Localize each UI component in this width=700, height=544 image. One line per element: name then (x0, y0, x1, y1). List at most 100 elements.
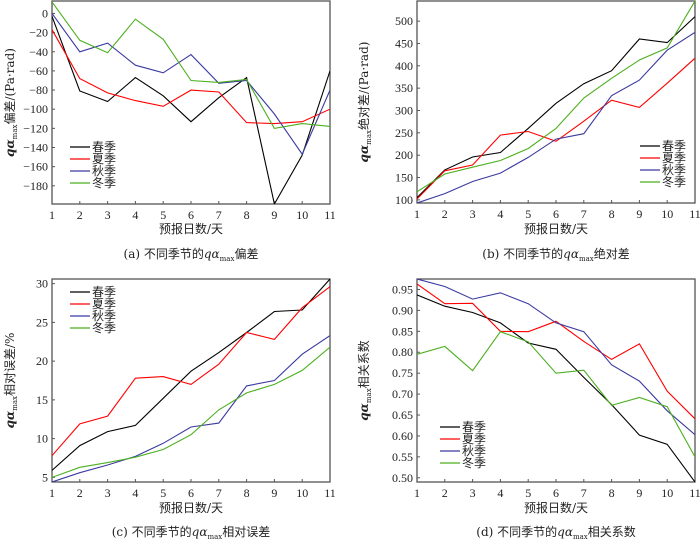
y-axis-label: qαmax相关系数 (356, 340, 373, 420)
y-tick-label: 300 (395, 103, 413, 117)
series-line-春季 (417, 294, 695, 482)
x-tick-label: 5 (525, 207, 531, 221)
x-tick-label: 4 (497, 207, 503, 221)
x-tick-label: 3 (470, 486, 476, 500)
x-tick-label: 2 (442, 207, 448, 221)
caption-var: qα (204, 247, 220, 261)
y-tick-label: −120 (23, 121, 48, 135)
legend-label: 春季 (462, 420, 486, 434)
x-tick-label: 8 (609, 486, 615, 500)
y-axis-label: qαmax相对误差/% (3, 333, 19, 429)
caption-prefix: (d) 不同季节的 (476, 524, 557, 539)
series-line-冬季 (52, 346, 330, 478)
series-line-夏季 (417, 57, 695, 200)
caption-var: qα (192, 525, 208, 539)
x-axis-label: 预报日数/天 (159, 500, 223, 515)
legend-label: 夏季 (92, 152, 116, 166)
series-line-夏季 (52, 286, 330, 457)
x-tick-label: 9 (636, 486, 642, 500)
x-tick-label: 7 (581, 207, 587, 221)
y-label-sub: max (11, 125, 19, 140)
y-tick-label: 15 (36, 393, 48, 407)
x-tick-label: 4 (497, 486, 503, 500)
y-tick-label: 250 (395, 126, 413, 140)
legend-label: 秋季 (462, 444, 486, 458)
y-label-sub: max (11, 396, 19, 411)
legend-label: 夏季 (662, 151, 686, 165)
chart-caption: (d) 不同季节的qαmax相关系数 (476, 524, 635, 541)
series-line-秋季 (417, 279, 695, 436)
y-tick-label: 0.60 (392, 429, 413, 443)
y-axis-label: qαmax偏差/(Pa·rad) (2, 48, 19, 157)
legend-label: 冬季 (462, 455, 486, 470)
y-tick-label: 20 (36, 354, 48, 368)
chart-b: 1 2 3 4 5 6 7 8 9 10 11 100 150 200 250 300 350 400 450 500… (356, 0, 700, 263)
x-axis-label: 预报日数/天 (159, 221, 223, 236)
y-tick-label: −20 (29, 26, 48, 40)
y-tick-label: 400 (395, 59, 413, 73)
y-label-suffix: 偏差/(Pa·rad) (2, 48, 17, 124)
legend-label: 春季 (92, 140, 116, 154)
legend-label: 春季 (92, 285, 116, 299)
x-tick-label: 3 (105, 486, 111, 500)
y-tick-label: 200 (395, 148, 413, 162)
x-tick-label: 1 (49, 486, 55, 500)
y-tick-label: 0.95 (392, 282, 413, 296)
x-tick-label: 7 (581, 486, 587, 500)
x-tick-label: 8 (244, 208, 250, 222)
x-tick-label: 1 (49, 208, 55, 222)
legend-label: 秋季 (92, 309, 116, 323)
x-tick-label: 11 (689, 486, 700, 500)
chart-caption: (a) 不同季节的qαmax偏差 (124, 246, 259, 263)
series-line-秋季 (52, 13, 330, 156)
y-tick-label: 0.75 (392, 366, 413, 380)
y-tick-label: 0.85 (392, 324, 413, 338)
caption-var: qα (563, 247, 579, 261)
series-line-春季 (52, 279, 330, 471)
y-label-var: qα (3, 411, 17, 429)
caption-sub: max (573, 533, 588, 541)
caption-suffix: 相关系数 (588, 524, 636, 539)
y-tick-label: 100 (395, 193, 413, 207)
x-tick-label: 7 (216, 486, 222, 500)
caption-suffix: 偏差 (234, 246, 258, 261)
series-line-秋季 (417, 31, 695, 203)
legend-label: 夏季 (92, 297, 116, 311)
x-tick-label: 1 (414, 207, 420, 221)
x-axis-label: 预报日数/天 (524, 500, 588, 515)
x-tick-label: 5 (160, 208, 166, 222)
caption-suffix: 相对误差 (222, 525, 270, 539)
y-label-sub: max (365, 130, 373, 145)
x-tick-label: 10 (661, 207, 673, 221)
y-label-suffix: 相对误差/% (3, 333, 17, 396)
legend-label: 夏季 (462, 432, 486, 446)
chart-a: 1 2 3 4 5 6 7 8 9 10 11 0 −20 −40 −60 −80 −100 −120 −140 −1… (2, 0, 336, 263)
x-tick-label: 4 (132, 486, 138, 500)
x-tick-label: 9 (271, 486, 277, 500)
y-tick-label: −60 (29, 64, 48, 78)
x-tick-label: 10 (661, 486, 673, 500)
y-tick-label: 0.65 (392, 408, 413, 422)
series-line-冬季 (417, 331, 695, 458)
series-line-秋季 (52, 335, 330, 482)
y-tick-label: −140 (23, 141, 48, 155)
caption-prefix: (c) 不同季节的 (112, 524, 192, 539)
series-line-夏季 (417, 283, 695, 420)
y-label-sub: max (365, 388, 373, 403)
legend-label: 秋季 (92, 164, 116, 178)
x-tick-label: 4 (132, 208, 138, 222)
chart-caption: (b) 不同季节的qαmax绝对差 (482, 246, 629, 263)
legend-label: 冬季 (662, 174, 686, 189)
y-tick-label: −100 (23, 102, 48, 116)
caption-suffix: 绝对差 (594, 246, 630, 261)
x-tick-label: 6 (553, 486, 559, 500)
y-tick-label: −40 (29, 45, 48, 59)
caption-sub: max (579, 255, 594, 263)
series-line-冬季 (52, 1, 330, 130)
y-label-var: qα (3, 139, 17, 157)
x-tick-label: 1 (414, 486, 420, 500)
x-tick-label: 2 (77, 486, 83, 500)
